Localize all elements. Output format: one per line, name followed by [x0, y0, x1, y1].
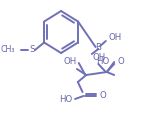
Text: S: S [30, 46, 35, 54]
Text: OH: OH [93, 53, 106, 62]
Text: O: O [118, 57, 125, 66]
Text: HO: HO [96, 58, 110, 67]
Text: HO: HO [59, 95, 72, 103]
Text: OH: OH [109, 34, 122, 42]
Text: B: B [95, 42, 101, 51]
Text: CH₃: CH₃ [1, 46, 15, 54]
Text: O: O [99, 91, 106, 99]
Text: OH: OH [64, 58, 77, 67]
